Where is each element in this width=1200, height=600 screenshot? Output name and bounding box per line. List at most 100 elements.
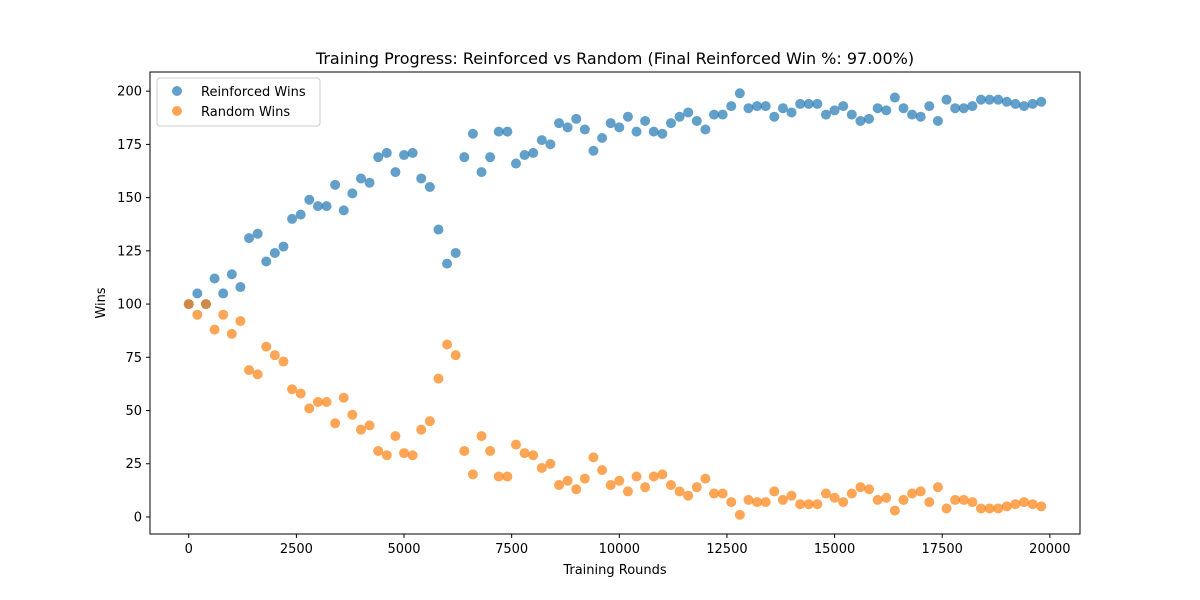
data-point (554, 118, 565, 129)
data-point (579, 124, 590, 135)
data-point (777, 103, 788, 114)
data-point (648, 126, 659, 137)
data-point (640, 482, 651, 493)
y-tick-label: 0 (134, 510, 142, 525)
y-tick-label: 50 (125, 404, 142, 419)
y-tick-label: 175 (117, 138, 142, 153)
data-point (200, 299, 211, 310)
data-point (924, 101, 935, 112)
data-point (321, 397, 332, 407)
data-point (872, 103, 883, 114)
data-point (803, 499, 814, 510)
data-point (795, 98, 806, 109)
data-point (407, 450, 418, 461)
data-point (734, 88, 745, 99)
data-point (450, 350, 461, 361)
y-tick-label: 100 (117, 298, 142, 313)
data-point (218, 288, 229, 299)
data-point (950, 494, 961, 505)
data-point (864, 484, 875, 495)
data-point (1001, 96, 1012, 107)
data-point (235, 316, 246, 327)
data-point (252, 228, 263, 239)
data-point (1027, 98, 1038, 109)
data-point (932, 115, 943, 126)
data-point (829, 492, 840, 503)
data-point (734, 509, 745, 520)
data-point (1036, 501, 1047, 512)
x-tick-label: 0 (185, 542, 193, 557)
data-point (442, 258, 453, 269)
data-point (820, 488, 831, 499)
data-point (502, 126, 513, 137)
data-point (640, 115, 651, 126)
data-point (760, 101, 771, 112)
data-point (975, 503, 986, 514)
data-point (743, 494, 754, 505)
y-axis-label: Wins (94, 287, 109, 318)
plot-frame (149, 71, 1081, 535)
data-point (777, 494, 788, 505)
data-point (752, 497, 763, 508)
data-point (467, 128, 478, 139)
data-point (683, 490, 694, 501)
data-point (295, 209, 306, 220)
data-point (209, 273, 220, 284)
x-axis: 0 2500 5000 7500 10000 12500 15000 17500 20000 (185, 534, 1071, 557)
data-point (373, 152, 384, 163)
data-point (700, 124, 711, 135)
data-point (390, 167, 401, 178)
data-point (1001, 501, 1012, 512)
data-point (1036, 96, 1047, 107)
data-point (433, 224, 444, 235)
data-point (657, 128, 668, 139)
data-point (287, 213, 298, 224)
data-point (898, 494, 909, 505)
data-point (261, 256, 272, 267)
data-point (571, 113, 582, 124)
data-point (226, 269, 237, 280)
data-point (278, 241, 289, 252)
data-point (631, 126, 642, 137)
data-point (209, 324, 220, 335)
data-point (605, 480, 616, 491)
data-point (881, 492, 892, 503)
legend: Reinforced Wins Random Wins (156, 77, 321, 127)
legend-box (156, 77, 321, 127)
data-point (743, 103, 754, 114)
data-point (373, 445, 384, 456)
data-point (1019, 101, 1030, 112)
data-point (261, 341, 272, 352)
data-point (192, 309, 203, 320)
data-point (312, 397, 323, 407)
data-point (459, 152, 470, 163)
data-point (795, 499, 806, 510)
data-point (588, 145, 599, 156)
data-point (476, 431, 487, 442)
x-tick-label: 20000 (1029, 542, 1070, 557)
data-point (295, 388, 306, 399)
data-point (235, 282, 246, 293)
data-point (717, 109, 728, 120)
x-tick-label: 15000 (814, 542, 855, 557)
data-point (674, 486, 685, 497)
data-point (467, 469, 478, 480)
data-point (786, 107, 797, 118)
data-point (536, 463, 547, 473)
data-point (1010, 499, 1021, 510)
data-point (932, 482, 943, 493)
data-point (597, 465, 608, 476)
data-point (975, 94, 986, 105)
data-point (907, 488, 918, 499)
data-point (967, 497, 978, 508)
data-point (829, 105, 840, 116)
data-point (485, 445, 496, 456)
data-point (915, 486, 926, 497)
data-point (287, 384, 298, 395)
data-point (528, 450, 539, 461)
x-tick-label: 2500 (280, 542, 313, 557)
legend-marker-random (172, 106, 182, 116)
data-point (485, 152, 496, 163)
data-point (304, 194, 315, 205)
